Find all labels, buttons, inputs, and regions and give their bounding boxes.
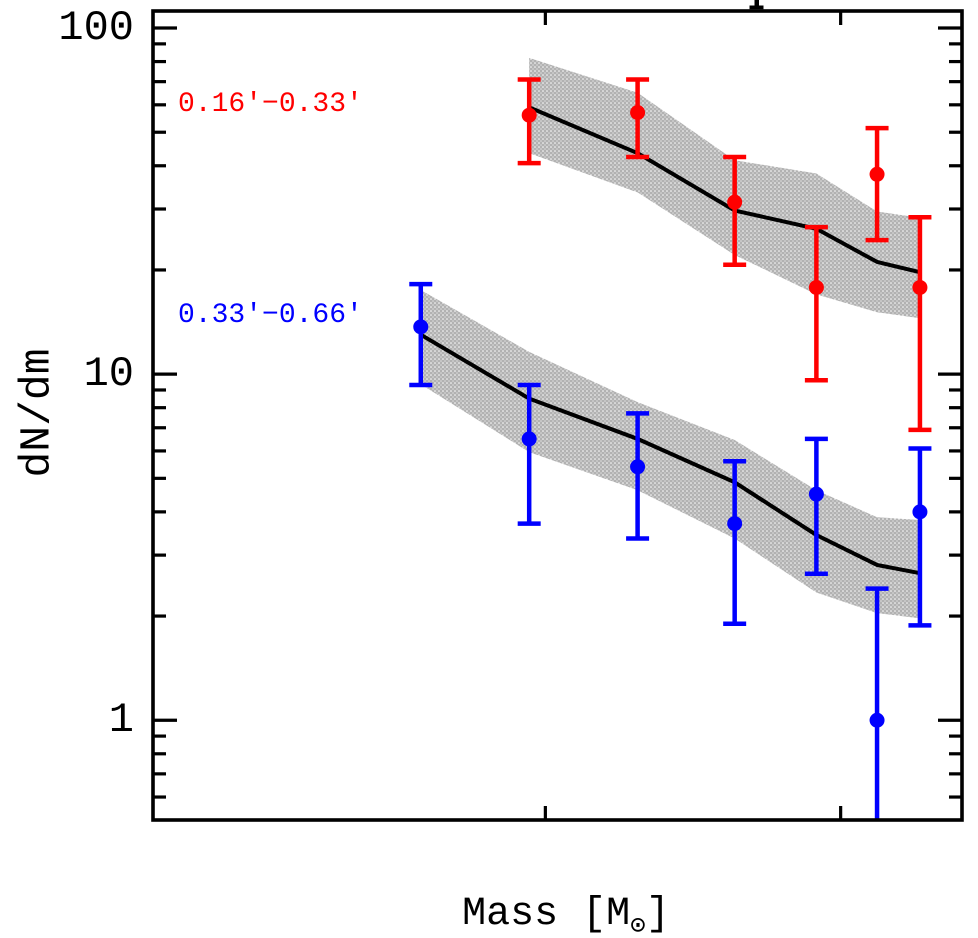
plot-frame [151, 9, 964, 822]
red-data-point [912, 279, 928, 295]
blue-series [409, 281, 932, 820]
blue-data-point [869, 712, 885, 728]
legend-item-inner-annulus: 0.16'−0.33' [178, 89, 363, 120]
blue-data-point [808, 486, 824, 502]
red-data-point [727, 194, 743, 210]
legend-item-outer-annulus: 0.33'−0.66' [178, 300, 363, 331]
red-series [517, 57, 932, 433]
plot-area [409, 57, 932, 820]
y-tick-label-100: 100 [58, 4, 134, 52]
red-data-point [808, 279, 824, 295]
cropped-title-glyph-stem [754, 0, 759, 8]
cropped-title-glyph-foot [749, 5, 764, 10]
sun-symbol: ⊙ [630, 911, 646, 938]
red-confidence-band [529, 57, 920, 319]
blue-data-point [912, 504, 928, 520]
x-axis-label-close-bracket: ] [645, 892, 670, 937]
red-data-point [869, 166, 885, 182]
y-axis-label: dN/dm [12, 348, 62, 478]
y-tick-label-10: 10 [83, 350, 134, 398]
x-axis-label-text: Mass [M [462, 892, 631, 937]
blue-data-point [521, 431, 537, 447]
x-axis-label: Mass [M⊙] [462, 892, 670, 938]
red-data-point [630, 105, 646, 121]
blue-data-point [727, 516, 743, 532]
cropped-title-glyph [749, 0, 764, 10]
blue-data-point [413, 319, 429, 335]
red-model-line [528, 105, 921, 275]
red-data-point [521, 107, 537, 123]
blue-data-point [630, 459, 646, 475]
y-tick-label-1: 1 [108, 696, 134, 744]
tick-marks [153, 11, 962, 820]
